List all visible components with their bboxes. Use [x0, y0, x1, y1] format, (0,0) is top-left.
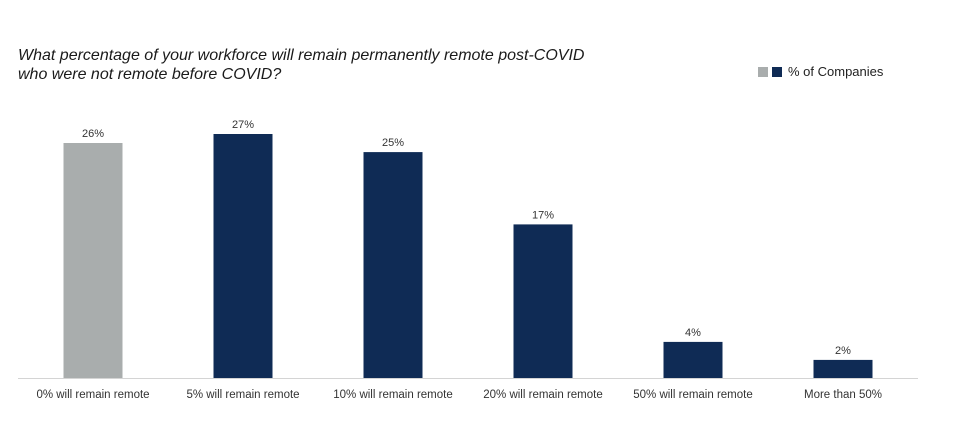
- data-label: 26%: [82, 128, 104, 140]
- x-tick-label: 20% will remain remote: [483, 389, 603, 401]
- x-tick-label: 50% will remain remote: [633, 389, 753, 401]
- bar: [364, 152, 423, 378]
- x-tick-label: 10% will remain remote: [333, 389, 453, 401]
- bar: [814, 360, 873, 378]
- x-tick-label: 0% will remain remote: [36, 389, 149, 401]
- data-label: 2%: [835, 345, 851, 357]
- bar: [664, 342, 723, 378]
- data-label: 4%: [685, 327, 701, 339]
- bar: [214, 134, 273, 378]
- x-tick-label: More than 50%: [804, 389, 882, 401]
- bar: [64, 143, 123, 378]
- x-tick-label: 5% will remain remote: [186, 389, 299, 401]
- bar: [514, 224, 573, 378]
- data-label: 27%: [232, 119, 254, 131]
- data-label: 17%: [532, 209, 554, 221]
- data-label: 25%: [382, 137, 404, 149]
